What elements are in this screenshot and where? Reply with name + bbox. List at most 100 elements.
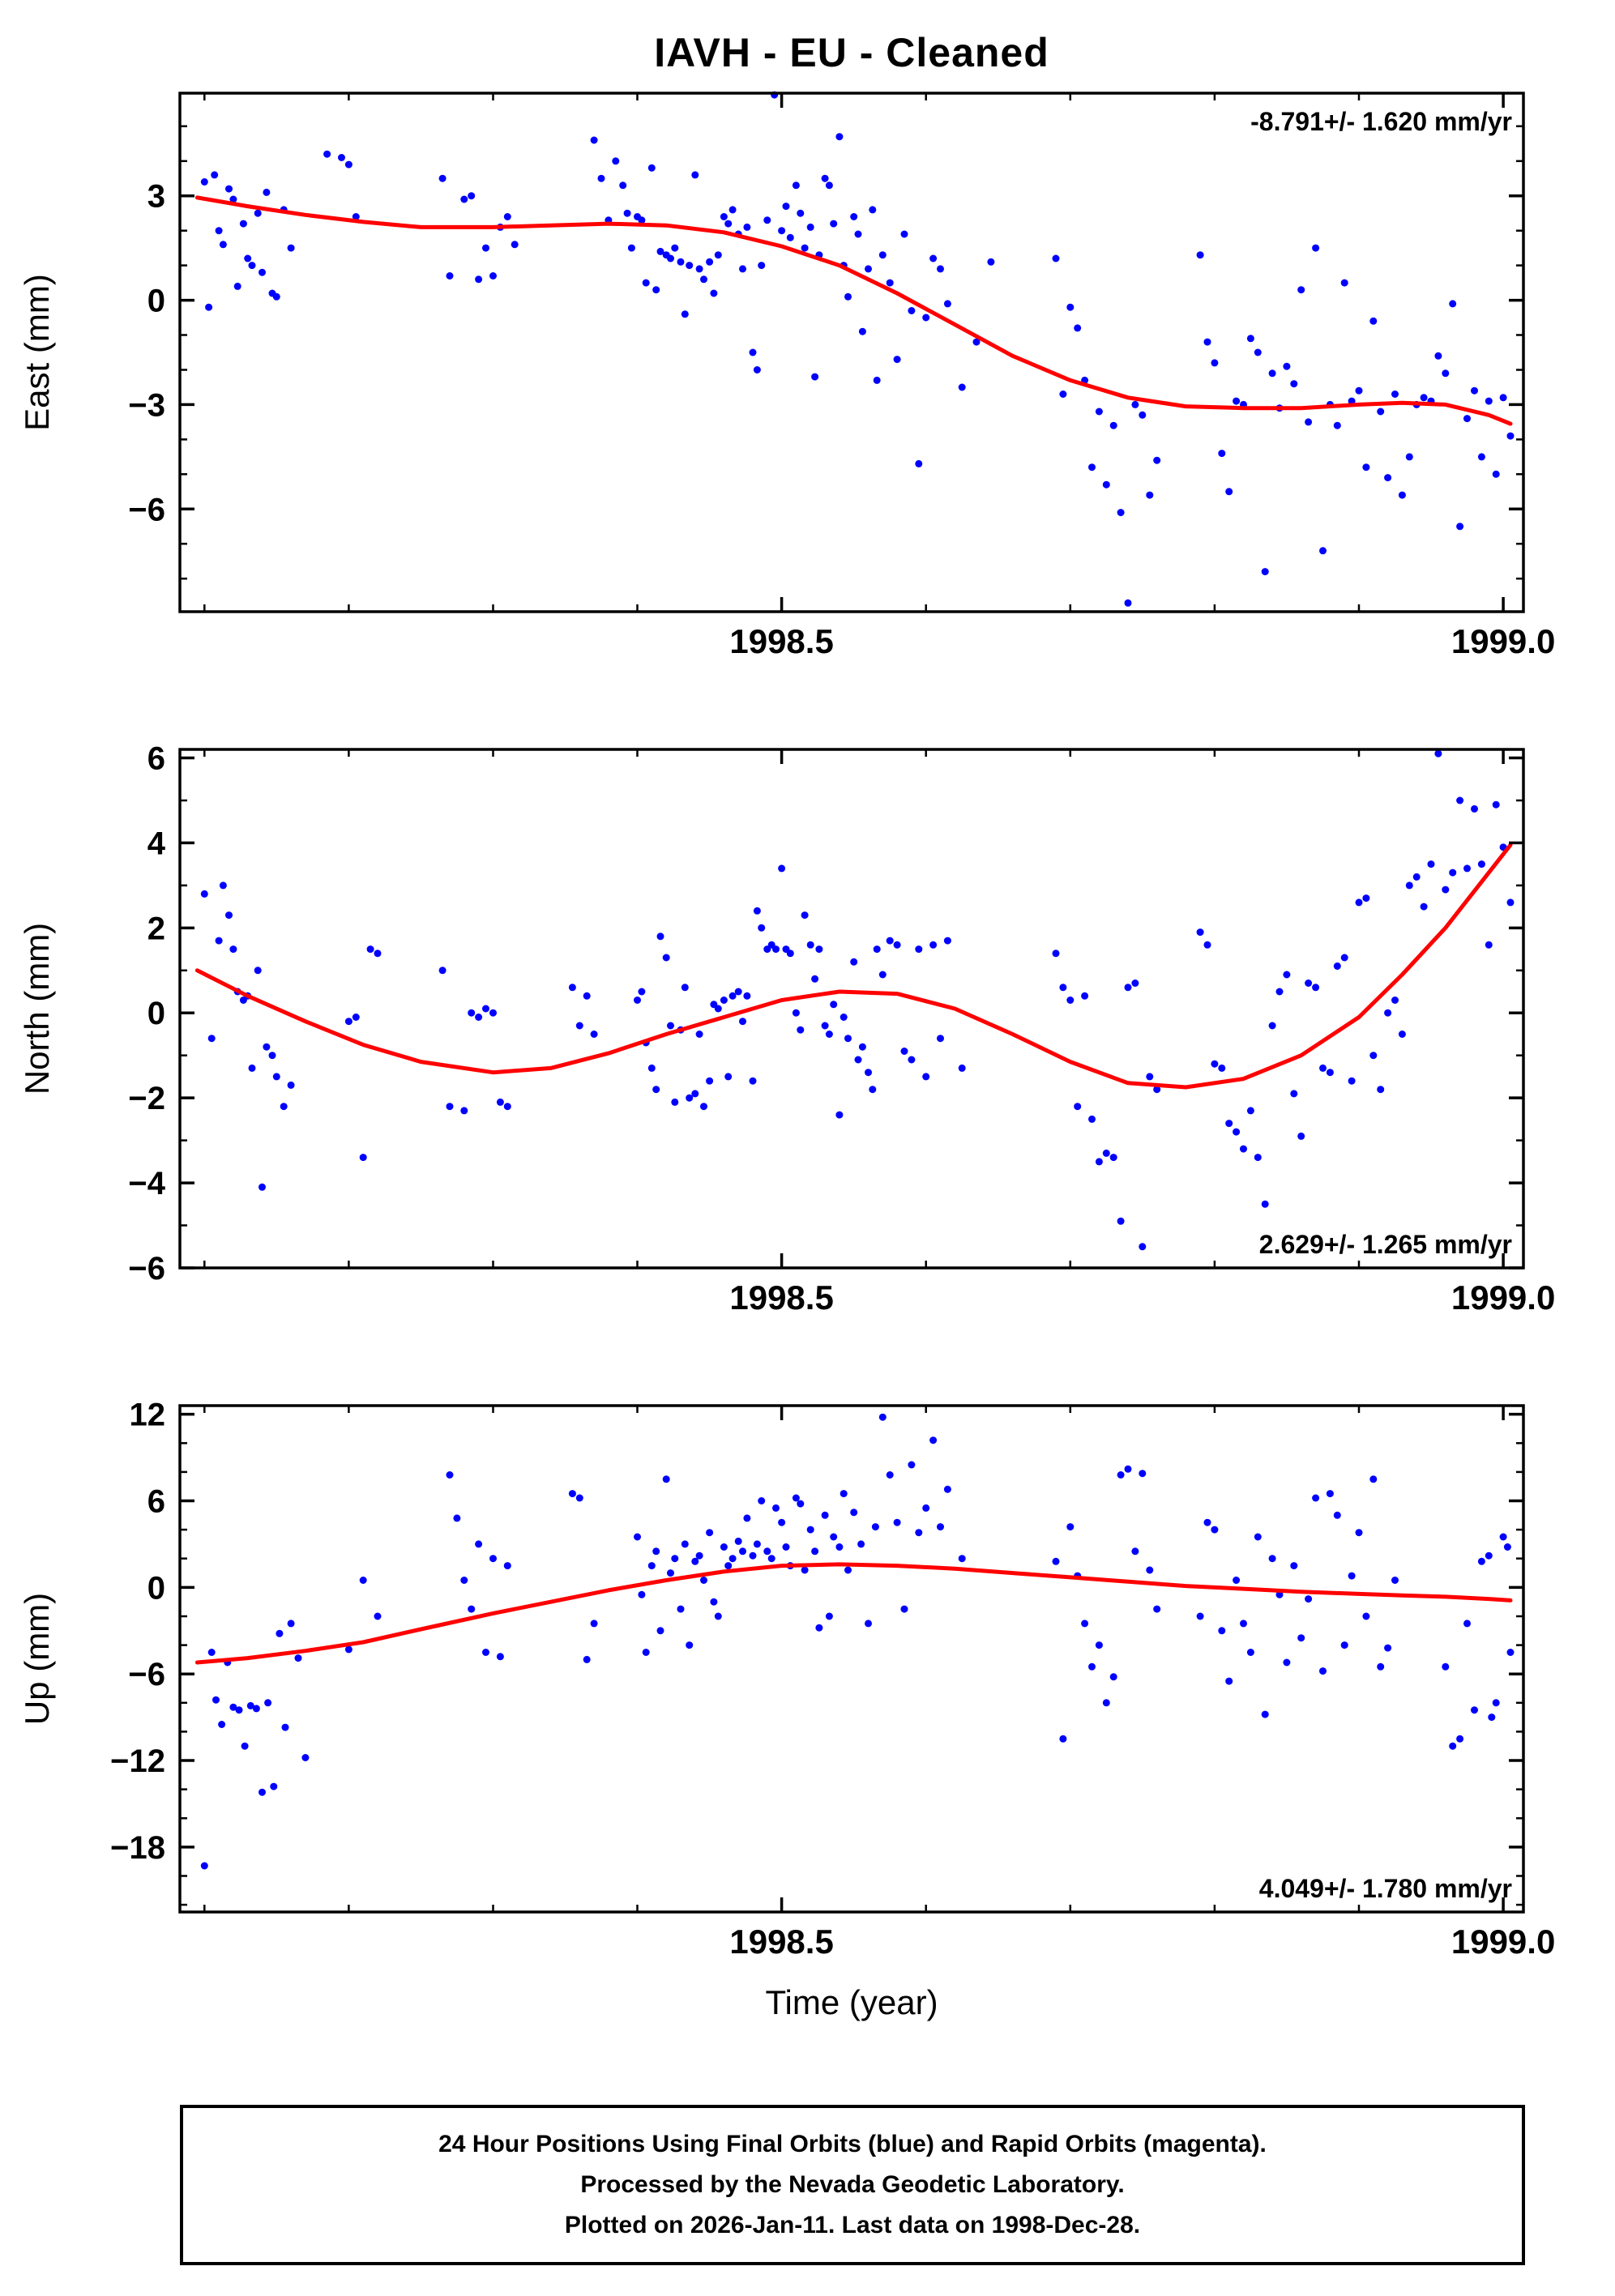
data-point <box>1434 749 1442 758</box>
data-point <box>229 195 237 203</box>
east-xtick-label: 1999.0 <box>1451 622 1555 660</box>
data-point <box>597 174 605 182</box>
north-scatter-points <box>200 749 1515 1251</box>
data-point <box>374 950 382 958</box>
data-point <box>739 1018 746 1026</box>
data-point <box>667 1569 674 1577</box>
data-point <box>1124 599 1132 607</box>
data-point <box>691 1557 699 1565</box>
data-point <box>710 289 718 297</box>
east-ytick-label: 3 <box>147 179 165 215</box>
data-point <box>1492 470 1500 478</box>
data-point <box>647 164 656 172</box>
data-point <box>1283 1658 1291 1667</box>
data-point <box>219 881 227 890</box>
data-point <box>1109 1673 1117 1681</box>
data-point <box>218 1721 226 1728</box>
data-point <box>1088 1662 1096 1671</box>
data-point <box>1348 1572 1356 1580</box>
data-point <box>792 1009 800 1017</box>
north-trend-line <box>194 843 1513 1090</box>
data-point <box>1196 928 1204 937</box>
north-ticks <box>180 749 1523 1270</box>
east-rate-annotation: -8.791+/- 1.620 mm/yr <box>1250 107 1512 136</box>
data-point <box>778 227 786 235</box>
data-point <box>590 136 598 144</box>
data-point <box>575 1022 583 1030</box>
data-point <box>686 1641 694 1649</box>
data-point <box>460 1577 468 1584</box>
data-point <box>1117 1217 1125 1225</box>
data-point <box>1225 488 1233 496</box>
data-point <box>575 1494 583 1502</box>
data-point <box>1095 408 1103 416</box>
east-ytick-label: 0 <box>147 284 165 319</box>
data-point <box>1477 860 1485 868</box>
data-point <box>270 1782 278 1790</box>
data-point <box>1506 1649 1515 1656</box>
data-point <box>662 1475 670 1483</box>
data-point <box>1477 453 1485 461</box>
data-point <box>662 954 670 962</box>
data-point <box>739 1547 746 1556</box>
data-point <box>671 1555 679 1563</box>
data-point <box>281 1723 289 1731</box>
data-point <box>1153 456 1161 464</box>
data-point <box>215 227 223 235</box>
data-point <box>1240 1145 1247 1153</box>
data-point <box>987 258 995 266</box>
data-point <box>1211 1526 1219 1534</box>
data-point <box>590 1031 598 1038</box>
north-ytick-label: 4 <box>147 826 166 861</box>
data-point <box>264 1699 272 1707</box>
data-point <box>1254 348 1262 356</box>
data-point <box>1102 480 1110 489</box>
data-point <box>1131 1547 1139 1556</box>
data-point <box>1384 1009 1392 1017</box>
data-point <box>1109 1154 1117 1162</box>
data-point <box>835 1543 844 1551</box>
data-point <box>844 292 852 301</box>
data-point <box>1254 1154 1262 1162</box>
data-point <box>344 1645 352 1654</box>
data-point <box>489 272 497 280</box>
data-point <box>656 247 664 255</box>
data-point <box>652 1086 660 1094</box>
data-point <box>850 213 858 220</box>
data-point <box>753 907 761 915</box>
data-point <box>801 1566 809 1574</box>
data-point <box>207 1035 216 1043</box>
data-point <box>724 1562 733 1570</box>
data-point <box>908 1056 916 1064</box>
data-point <box>937 1035 944 1043</box>
data-point <box>1233 1577 1241 1584</box>
data-point <box>1052 950 1060 958</box>
data-point <box>1362 1612 1370 1620</box>
data-point <box>714 1005 722 1013</box>
data-point <box>359 1577 367 1584</box>
up-ytick-label: −18 <box>110 1830 165 1866</box>
data-point <box>858 1043 866 1051</box>
data-point <box>714 1612 722 1620</box>
data-point <box>720 1543 728 1551</box>
data-point <box>821 174 829 182</box>
data-point <box>205 303 213 311</box>
data-point <box>1499 394 1507 402</box>
panel-up: 1998.5 1999.0 12 6 0 −6 −12 −18 Up (mm) 4.049+/- … <box>18 1398 1555 1961</box>
data-point <box>1506 432 1515 440</box>
north-ytick-label: 0 <box>147 996 165 1031</box>
data-point <box>857 1540 865 1548</box>
data-point <box>1117 509 1125 517</box>
data-point <box>359 1154 367 1162</box>
data-point <box>728 992 737 1000</box>
data-point <box>1456 523 1464 531</box>
data-point <box>1139 411 1147 419</box>
data-point <box>438 967 446 975</box>
data-point <box>1398 1031 1406 1038</box>
data-point <box>724 220 733 228</box>
data-point <box>475 1014 483 1021</box>
data-point <box>268 1052 276 1060</box>
data-point <box>943 300 951 308</box>
data-point <box>806 223 814 231</box>
